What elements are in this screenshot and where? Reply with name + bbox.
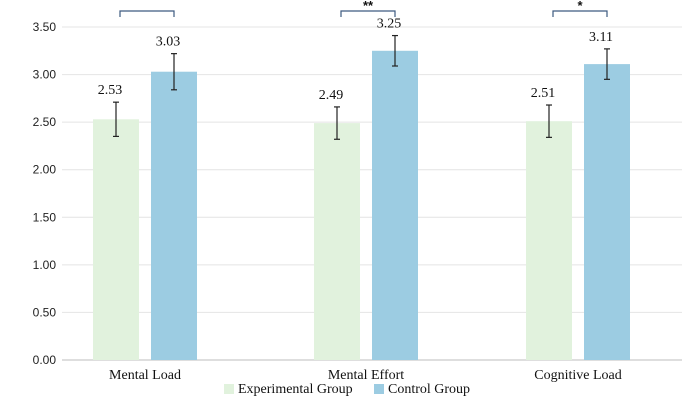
category-label: Mental Load <box>109 368 181 383</box>
bars <box>93 50 630 361</box>
data-label: 2.49 <box>319 88 344 103</box>
experimental-bar <box>526 121 572 360</box>
y-tick-label: 2.00 <box>33 163 57 177</box>
legend: Experimental Group Control Group <box>224 382 470 397</box>
legend-swatch <box>224 384 234 394</box>
y-tick-label: 0.00 <box>33 353 57 367</box>
data-label: 2.53 <box>98 83 123 98</box>
y-tick-label: 3.00 <box>33 68 57 82</box>
category-labels: Mental Load Mental Effort Cognitive Load <box>109 368 622 383</box>
control-bar <box>584 64 630 360</box>
data-label: 3.11 <box>589 30 613 45</box>
significance-marker: ** <box>363 0 374 13</box>
category-label: Cognitive Load <box>534 368 622 383</box>
y-tick-label: 1.00 <box>33 258 57 272</box>
error-bars <box>113 34 610 140</box>
y-tick-label: 1.50 <box>33 210 57 224</box>
data-labels: 2.53 2.49 2.51 3.03 3.25 3.11 <box>98 17 613 103</box>
experimental-bar <box>93 119 139 360</box>
y-tick-label: 0.50 <box>33 305 57 319</box>
y-tick-label: 3.50 <box>33 20 57 34</box>
significance-bracket <box>552 10 608 17</box>
significance-marker: * <box>577 0 583 13</box>
data-label: 3.03 <box>156 35 181 50</box>
data-label: 3.25 <box>377 17 402 32</box>
y-tick-label: 2.50 <box>33 115 57 129</box>
legend-swatch <box>374 384 384 394</box>
significance-brackets: ** * <box>119 0 608 17</box>
control-bar <box>151 71 197 361</box>
data-label: 2.51 <box>531 86 556 101</box>
y-axis-ticks: 0.00 0.50 1.00 1.50 2.00 2.50 3.00 3.50 <box>33 20 57 367</box>
category-label: Mental Effort <box>328 368 404 383</box>
control-bar <box>372 50 418 361</box>
legend-label: Control Group <box>388 382 470 397</box>
significance-bracket <box>340 10 396 17</box>
legend-label: Experimental Group <box>238 382 353 397</box>
significance-bracket <box>119 10 175 17</box>
experimental-bar <box>314 123 360 360</box>
